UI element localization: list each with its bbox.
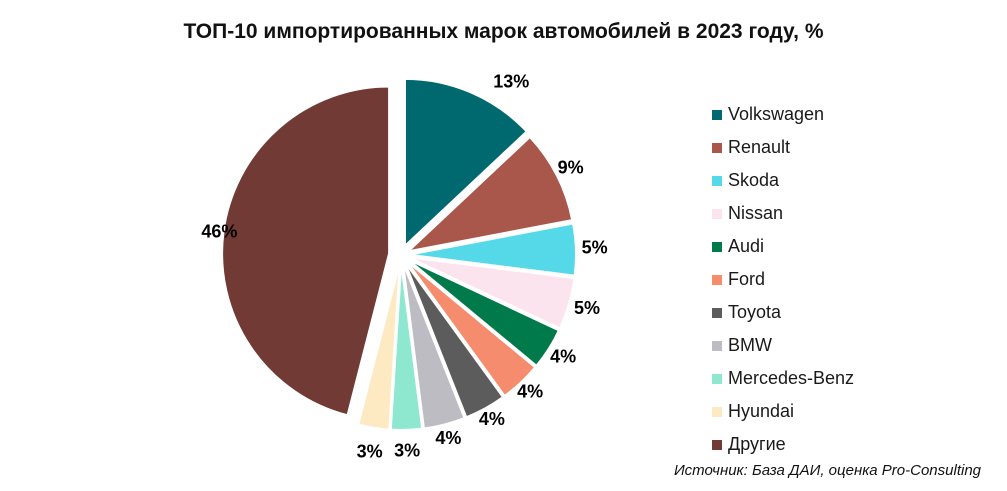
legend-label: Renault <box>728 137 791 157</box>
slice-value-label: 3% <box>394 441 420 461</box>
legend-item: Другие <box>712 428 992 461</box>
legend-swatch <box>712 274 722 285</box>
legend-swatch <box>712 241 722 252</box>
slice-value-label: 5% <box>574 298 600 318</box>
legend-label: BMW <box>728 335 772 355</box>
pie-slice-toyota <box>403 261 505 419</box>
legend-item: Nissan <box>712 197 992 230</box>
legend-swatch <box>712 307 722 318</box>
legend-swatch <box>712 142 722 153</box>
pie-slice-renault <box>404 135 574 253</box>
legend-label: Hyundai <box>728 401 795 421</box>
pie-slice-hyundai <box>356 262 401 431</box>
legend-item: Ford <box>712 263 992 296</box>
legend-label: Nissan <box>728 203 784 223</box>
slice-value-label: 3% <box>357 442 383 462</box>
slice-value-label: 5% <box>582 238 608 258</box>
pie-slice-bmw <box>401 262 466 430</box>
legend-swatch <box>712 340 722 351</box>
pie-slice-volkswagen <box>403 77 529 249</box>
slice-value-label: 13% <box>493 71 529 91</box>
chart-legend: Volkswagen Renault Skoda Nissan Audi Ford Toyo… <box>712 98 992 461</box>
legend-label: Volkswagen <box>728 104 825 124</box>
legend-swatch <box>712 406 722 417</box>
legend-label: Mercedes-Benz <box>728 368 855 388</box>
legend-item: Mercedes-Benz <box>712 362 992 395</box>
legend-swatch <box>712 439 722 450</box>
legend-swatch <box>712 175 722 186</box>
slice-value-label: 4% <box>435 428 461 448</box>
legend-item: Audi <box>712 230 992 263</box>
slice-value-label: 4% <box>550 347 576 367</box>
legend-label: Toyota <box>728 302 782 322</box>
source-note: Источник: База ДАИ, оценка Pro-Consultin… <box>673 462 981 479</box>
legend-item: Renault <box>712 131 992 164</box>
pie-slice-skoda <box>408 222 577 277</box>
pie-slice-nissan <box>408 256 576 330</box>
slice-value-label: 4% <box>479 409 505 429</box>
slice-value-label: 9% <box>558 157 584 177</box>
legend-label: Другие <box>728 434 786 454</box>
legend-label: Ford <box>728 269 766 289</box>
pie-slice-mercedes-benz <box>389 262 424 431</box>
pie-slice-ford <box>405 260 537 398</box>
legend-item: Toyota <box>712 296 992 329</box>
slice-value-label: 4% <box>517 381 543 401</box>
pie-slice-audi <box>407 258 561 368</box>
legend-item: Skoda <box>712 164 992 197</box>
legend-label: Audi <box>728 236 765 256</box>
legend-swatch <box>712 208 722 219</box>
legend-swatch <box>712 109 722 120</box>
legend-label: Skoda <box>728 170 780 190</box>
legend-item: BMW <box>712 329 992 362</box>
legend-swatch <box>712 373 722 384</box>
legend-item: Hyundai <box>712 395 992 428</box>
slice-value-label: 46% <box>201 222 237 242</box>
pie-slice-другие <box>221 85 391 417</box>
legend-item: Volkswagen <box>712 98 992 131</box>
chart-title: ТОП-10 импортированных марок автомобилей… <box>183 20 824 43</box>
